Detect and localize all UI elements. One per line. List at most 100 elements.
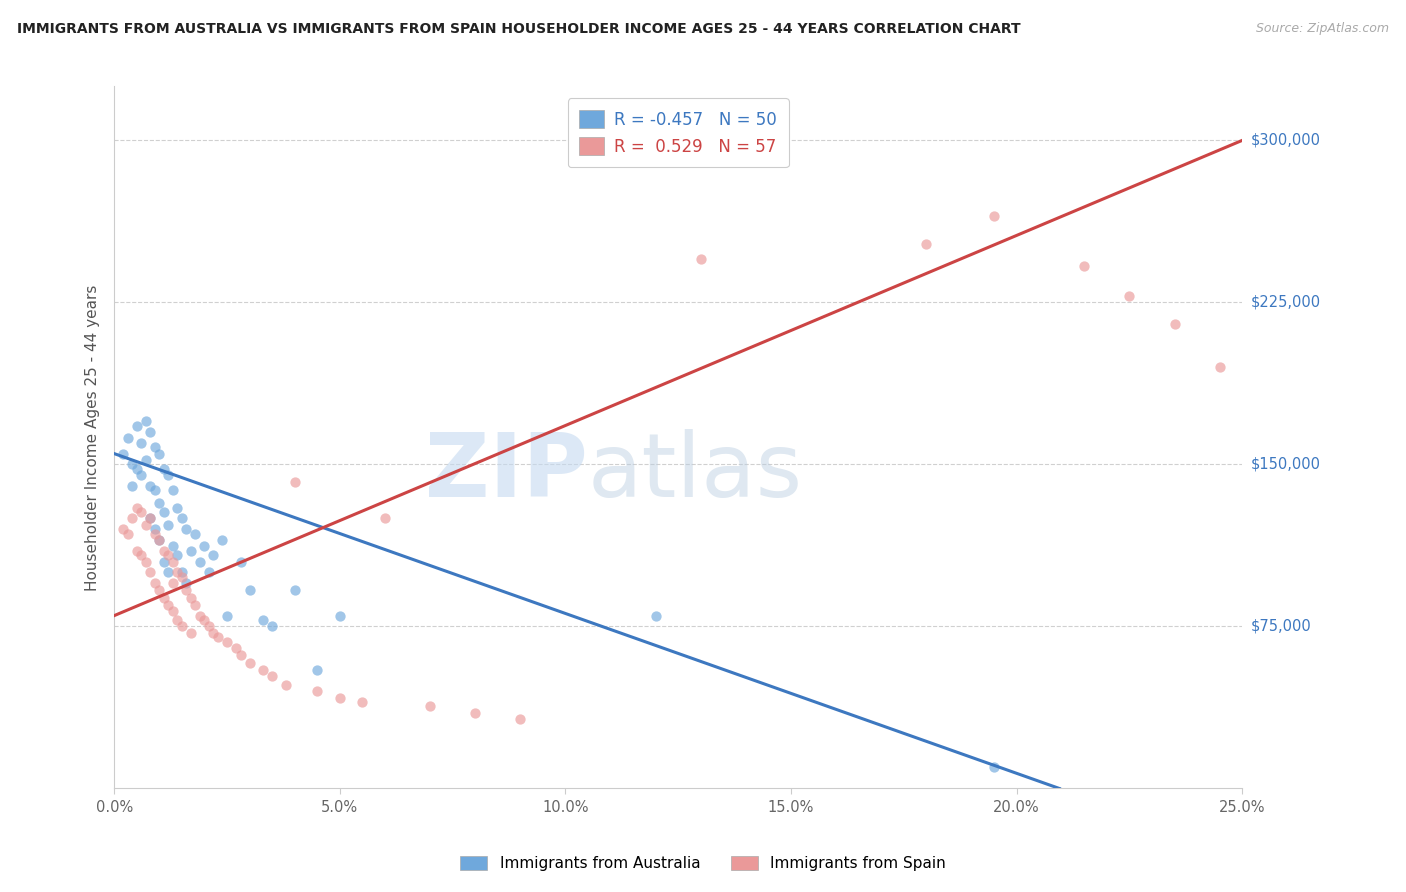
Point — [509, 712, 531, 726]
Point — [1073, 259, 1095, 273]
Point — [143, 526, 166, 541]
Text: Source: ZipAtlas.com: Source: ZipAtlas.com — [1256, 22, 1389, 36]
Point — [238, 582, 260, 597]
Point — [284, 582, 307, 597]
Point — [215, 634, 238, 648]
Point — [166, 613, 188, 627]
Text: IMMIGRANTS FROM AUSTRALIA VS IMMIGRANTS FROM SPAIN HOUSEHOLDER INCOME AGES 25 - : IMMIGRANTS FROM AUSTRALIA VS IMMIGRANTS … — [17, 22, 1021, 37]
Point — [170, 570, 193, 584]
Point — [162, 483, 184, 498]
Point — [143, 440, 166, 454]
Point — [157, 566, 180, 580]
Point — [121, 511, 143, 525]
Point — [170, 566, 193, 580]
Point — [193, 540, 215, 554]
Text: $300,000: $300,000 — [1250, 133, 1320, 148]
Point — [153, 461, 176, 475]
Point — [176, 582, 198, 597]
Point — [252, 663, 274, 677]
Point — [129, 435, 152, 450]
Point — [374, 511, 396, 525]
Point — [162, 555, 184, 569]
Text: atlas: atlas — [588, 429, 803, 516]
Point — [229, 648, 252, 662]
Point — [262, 669, 284, 683]
Point — [139, 479, 162, 493]
Point — [329, 608, 352, 623]
Point — [157, 548, 180, 562]
Point — [176, 576, 198, 591]
Point — [125, 500, 148, 515]
Point — [207, 630, 229, 644]
Point — [148, 533, 170, 547]
Point — [166, 566, 188, 580]
Point — [184, 526, 207, 541]
Point — [229, 555, 252, 569]
Point — [170, 619, 193, 633]
Point — [157, 598, 180, 612]
Point — [170, 511, 193, 525]
Point — [153, 505, 176, 519]
Point — [215, 608, 238, 623]
Point — [166, 548, 188, 562]
Point — [148, 447, 170, 461]
Point — [202, 626, 225, 640]
Point — [1118, 289, 1140, 303]
Point — [983, 209, 1005, 223]
Point — [157, 517, 180, 532]
Point — [143, 576, 166, 591]
Point — [148, 496, 170, 510]
Point — [129, 505, 152, 519]
Point — [180, 544, 202, 558]
Point — [121, 458, 143, 472]
Point — [198, 566, 221, 580]
Text: ZIP: ZIP — [425, 429, 588, 516]
Point — [193, 613, 215, 627]
Point — [139, 511, 162, 525]
Point — [307, 684, 329, 698]
Point — [419, 699, 441, 714]
Point — [135, 414, 157, 428]
Point — [198, 619, 221, 633]
Point — [139, 566, 162, 580]
Point — [252, 613, 274, 627]
Point — [238, 656, 260, 670]
Text: $150,000: $150,000 — [1250, 457, 1320, 472]
Point — [202, 548, 225, 562]
Point — [139, 425, 162, 439]
Point — [284, 475, 307, 489]
Point — [162, 540, 184, 554]
Point — [153, 544, 176, 558]
Point — [117, 526, 139, 541]
Point — [125, 461, 148, 475]
Point — [143, 483, 166, 498]
Point — [148, 533, 170, 547]
Text: $75,000: $75,000 — [1250, 619, 1312, 634]
Point — [129, 548, 152, 562]
Point — [121, 479, 143, 493]
Point — [129, 468, 152, 483]
Point — [153, 591, 176, 606]
Point — [915, 237, 938, 252]
Point — [1163, 317, 1185, 331]
Point — [464, 706, 486, 720]
Point — [166, 500, 188, 515]
Point — [983, 760, 1005, 774]
Point — [329, 690, 352, 705]
Point — [184, 598, 207, 612]
Point — [153, 555, 176, 569]
Point — [274, 678, 297, 692]
Text: $225,000: $225,000 — [1250, 295, 1320, 310]
Point — [112, 522, 135, 536]
Point — [135, 555, 157, 569]
Point — [135, 517, 157, 532]
Point — [644, 608, 666, 623]
Point — [1208, 360, 1230, 375]
Point — [139, 511, 162, 525]
Point — [211, 533, 233, 547]
Point — [176, 522, 198, 536]
Point — [262, 619, 284, 633]
Point — [180, 591, 202, 606]
Point — [135, 453, 157, 467]
Point — [180, 626, 202, 640]
